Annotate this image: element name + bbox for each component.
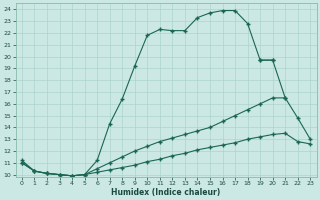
X-axis label: Humidex (Indice chaleur): Humidex (Indice chaleur) xyxy=(111,188,221,197)
